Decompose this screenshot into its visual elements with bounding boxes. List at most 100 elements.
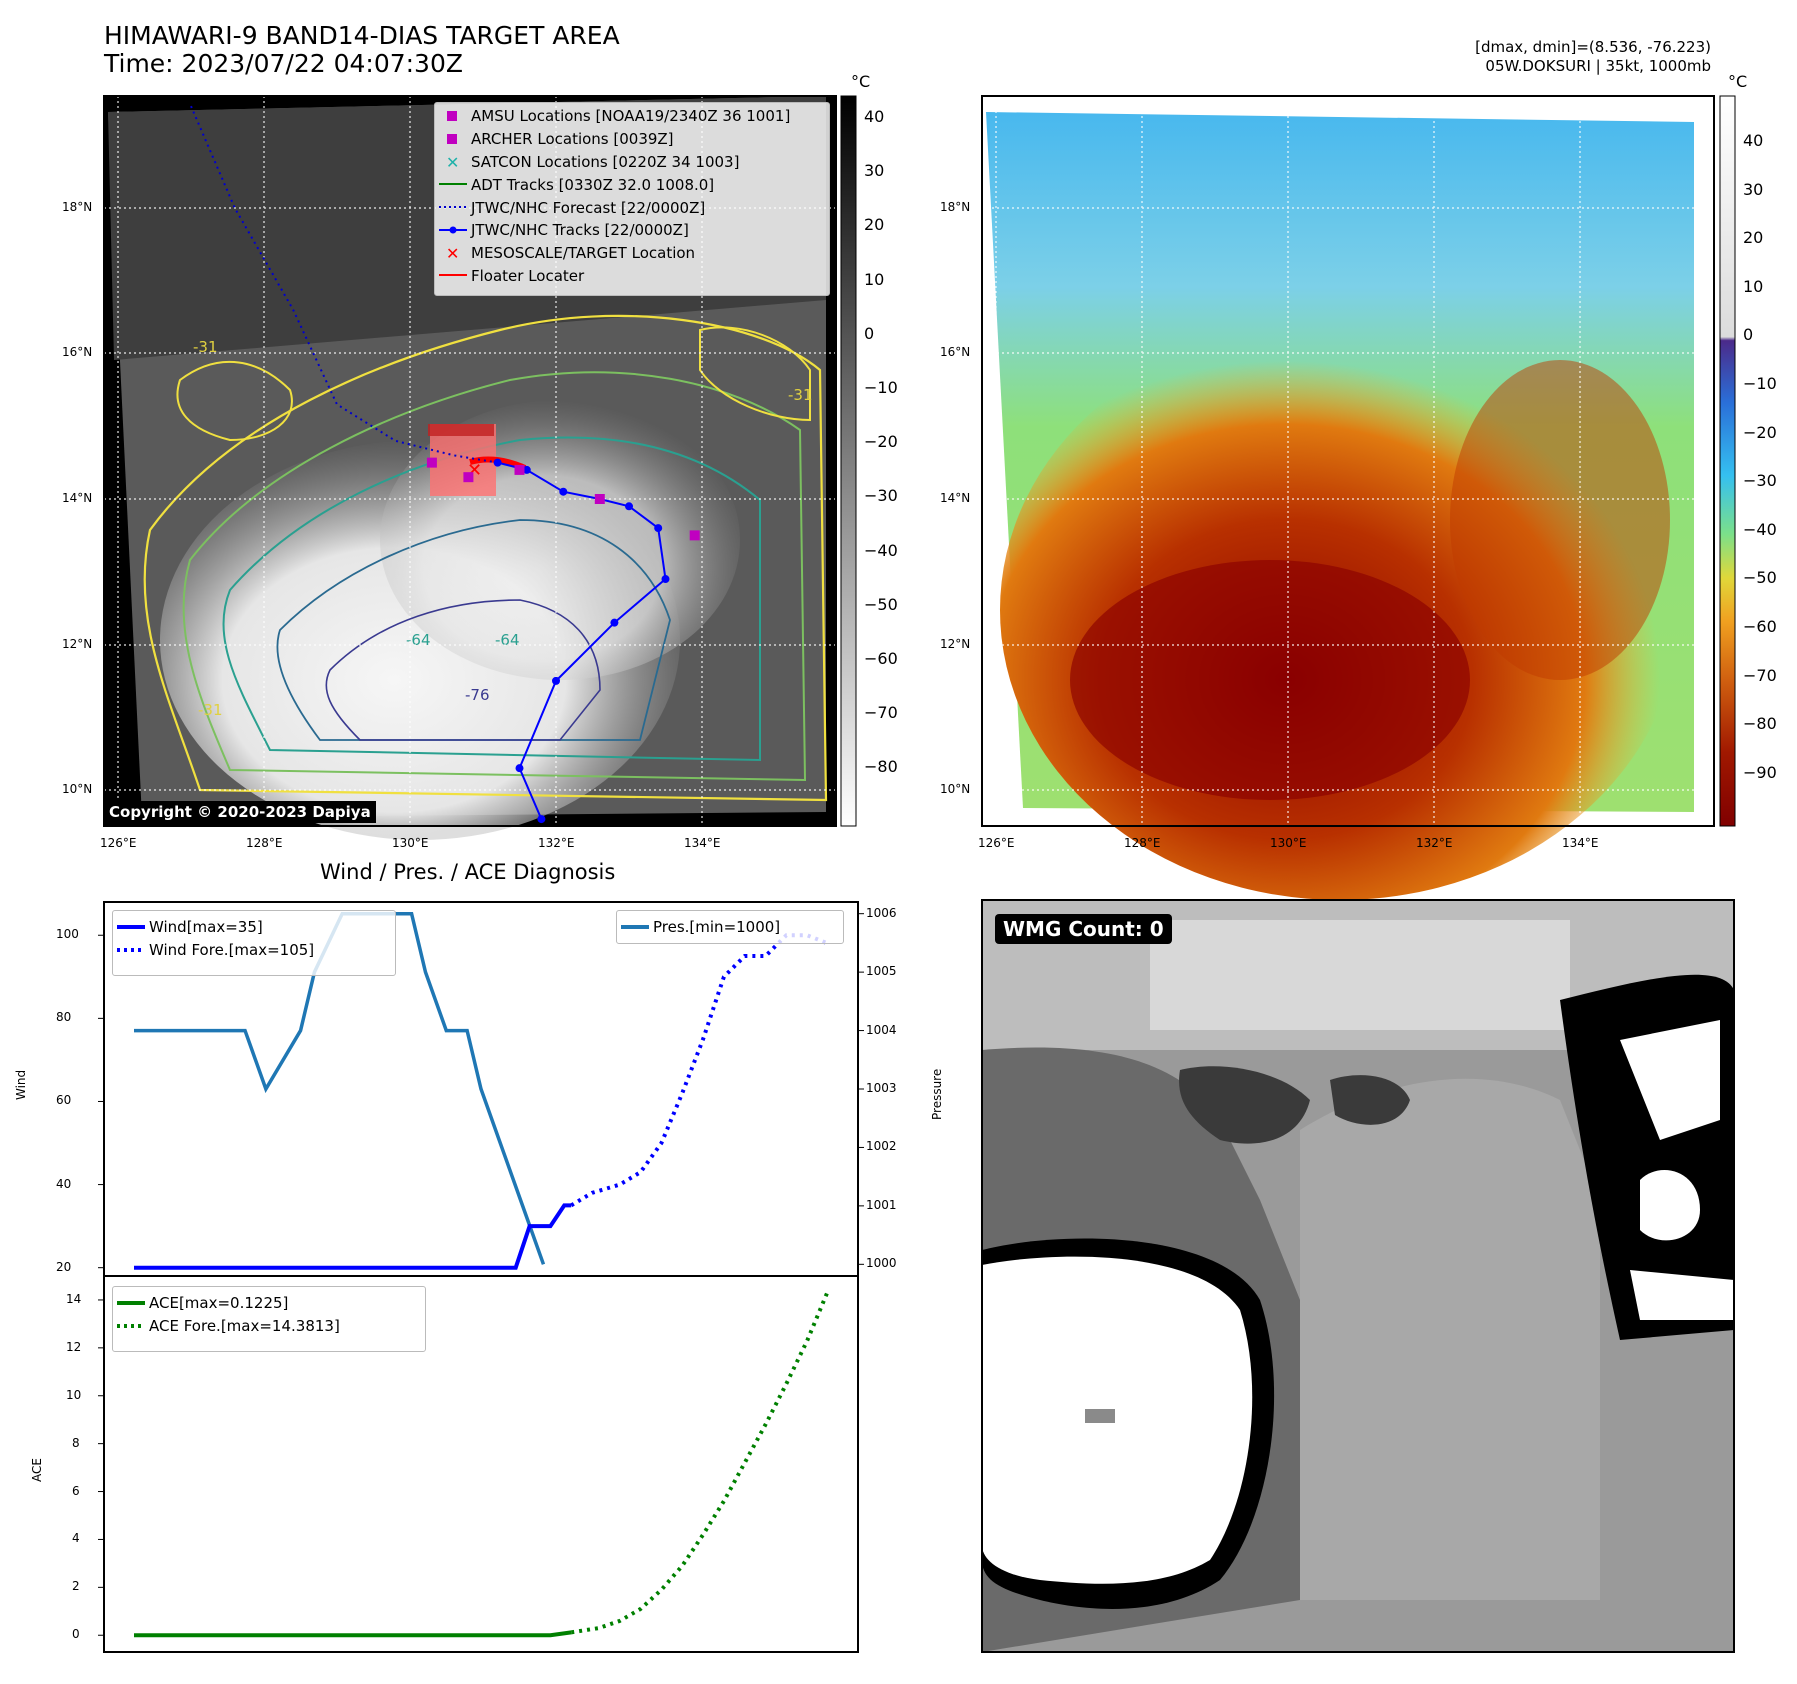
- wmg-panel: [981, 899, 1735, 1653]
- color-colorbar-tick: 20: [1743, 228, 1764, 248]
- jtwc-track-point: [625, 502, 633, 511]
- lon-label: 134°E: [1562, 836, 1599, 850]
- map-legend-label: SATCON Locations [0220Z 34 1003]: [471, 152, 740, 171]
- map-legend-item: ADT Tracks [0330Z 32.0 1008.0]: [435, 173, 829, 196]
- lat-label: 14°N: [62, 491, 93, 505]
- map-legend-label: MESOSCALE/TARGET Location: [471, 244, 696, 263]
- color-colorbar-tick: 0: [1743, 325, 1754, 345]
- map-legend-label: AMSU Locations [NOAA19/2340Z 36 1001]: [471, 107, 791, 126]
- gray-colorbar-tick: 30: [864, 161, 885, 181]
- lon-label: 128°E: [246, 836, 283, 850]
- wind-tick-label: 100: [56, 927, 79, 942]
- gray-colorbar-tick: −40: [864, 540, 898, 560]
- wind-tick-label: 60: [56, 1093, 72, 1108]
- lat-label: 18°N: [940, 200, 971, 214]
- ace-forecast-legend-label: ACE Fore.[max=14.3813]: [149, 1316, 340, 1335]
- track-layer: [190, 105, 700, 824]
- pressure-tick-label: 1003: [866, 1081, 897, 1095]
- stats-line2: 05W.DOKSURI | 35kt, 1000mb: [1485, 57, 1711, 75]
- line-marker-icon: [435, 173, 471, 196]
- gray-colorbar-tick: 40: [864, 107, 885, 126]
- jtwc-track-point: [654, 524, 663, 533]
- wind-line: [134, 1203, 572, 1270]
- ace-legend: ACE[max=0.1225] ACE Fore.[max=14.3813]: [112, 1286, 426, 1352]
- wind-forecast-line-icon: [113, 938, 149, 961]
- color-colorbar-unit: °C: [1728, 72, 1748, 91]
- pressure-line-icon: [617, 915, 653, 938]
- jtwc-track-point: [493, 458, 502, 467]
- jtwc-track-point: [552, 676, 560, 685]
- map-legend-item: JTWC/NHC Tracks [22/0000Z]: [435, 219, 829, 242]
- contour-label: -31: [193, 338, 218, 356]
- line-marker-icon: [435, 264, 471, 287]
- lon-label: 128°E: [1124, 836, 1161, 850]
- ace-tick-label: 2: [72, 1579, 80, 1594]
- contour-label: -31: [788, 386, 813, 404]
- color-colorbar-tick: 10: [1743, 276, 1764, 296]
- gray-colorbar-tick: −30: [864, 486, 898, 506]
- gray-colorbar-unit: °C: [851, 72, 871, 91]
- color-colorbar-tick: −30: [1743, 471, 1777, 491]
- wind-line-icon: [113, 915, 149, 938]
- ace-tick-label: 10: [66, 1387, 82, 1402]
- map-title: HIMAWARI-9 BAND14-DIAS TARGET AREA Time:…: [104, 22, 620, 78]
- color-colorbar-tick: −80: [1743, 714, 1777, 734]
- gray-colorbar-tick: 10: [864, 269, 885, 289]
- gray-colorbar: [840, 95, 857, 827]
- lon-label: 126°E: [100, 836, 137, 850]
- ace-line: [134, 1630, 572, 1638]
- jtwc-track-point: [522, 465, 531, 474]
- lon-label: 134°E: [684, 836, 721, 850]
- lat-label: 12°N: [940, 637, 971, 651]
- temperature-contours: [143, 314, 828, 802]
- map-legend-item: ARCHER Locations [0039Z]: [435, 128, 829, 151]
- ace-plot-frame: [103, 1275, 859, 1653]
- ace-tick-label: 12: [66, 1339, 82, 1354]
- wind-tick-label: 80: [56, 1010, 72, 1025]
- color-colorbar: [1719, 95, 1736, 827]
- color-colorbar-tick: −90: [1743, 762, 1777, 782]
- gray-colorbar-tick: −60: [864, 649, 898, 668]
- gray-colorbar-tick: −20: [864, 432, 898, 452]
- color-colorbar-tick: −50: [1743, 568, 1777, 588]
- square-marker-icon: [435, 128, 471, 151]
- jtwc-track-point: [610, 618, 619, 627]
- ace-axis-label: ACE: [30, 1458, 44, 1482]
- color-colorbar-tick: −20: [1743, 422, 1777, 442]
- map-legend-label: JTWC/NHC Tracks [22/0000Z]: [471, 221, 689, 240]
- pressure-legend-label: Pres.[min=1000]: [653, 917, 781, 936]
- wmg-count-badge: WMG Count: 0: [995, 914, 1172, 944]
- color-colorbar-tick: −40: [1743, 519, 1777, 539]
- contour-label: -64: [495, 631, 520, 649]
- pressure-tick-label: 1005: [866, 964, 897, 979]
- map-legend-item: JTWC/NHC Forecast [22/0000Z]: [435, 196, 829, 219]
- amsu-marker: [689, 530, 700, 541]
- map-legend-item: AMSU Locations [NOAA19/2340Z 36 1001]: [435, 105, 829, 128]
- ace-forecast-line: [570, 1290, 830, 1635]
- color-colorbar-tick: −10: [1743, 374, 1777, 393]
- lat-label: 10°N: [940, 782, 971, 796]
- x-marker-icon: ✕: [435, 242, 471, 265]
- ace-legend-label: ACE[max=0.1225]: [149, 1293, 289, 1312]
- title-line2: Time: 2023/07/22 04:07:30Z: [104, 49, 463, 78]
- jtwc-track-point: [661, 575, 670, 584]
- lat-label: 12°N: [62, 637, 93, 651]
- square-marker-icon: [435, 105, 471, 128]
- gray-colorbar-tick: 0: [864, 323, 875, 343]
- gray-colorbar-tick: −10: [864, 378, 898, 397]
- pressure-line: [134, 911, 546, 1265]
- lat-label: 18°N: [62, 200, 93, 214]
- gray-colorbar-tick: −80: [864, 757, 898, 777]
- x-marker-icon: ✕: [435, 151, 471, 174]
- map-legend-item: Floater Locater: [435, 265, 829, 288]
- ace-tick-label: 14: [66, 1291, 82, 1306]
- pressure-tick-label: 1000: [866, 1256, 897, 1271]
- lon-label: 126°E: [978, 836, 1015, 850]
- map-legend-label: ARCHER Locations [0039Z]: [471, 130, 674, 149]
- color-colorbar-tick: −60: [1743, 617, 1777, 636]
- amsu-marker: [594, 494, 605, 504]
- lon-label: 130°E: [392, 836, 429, 850]
- wind-forecast-line: [570, 933, 829, 1208]
- wind-axis-label: Wind: [14, 1069, 28, 1100]
